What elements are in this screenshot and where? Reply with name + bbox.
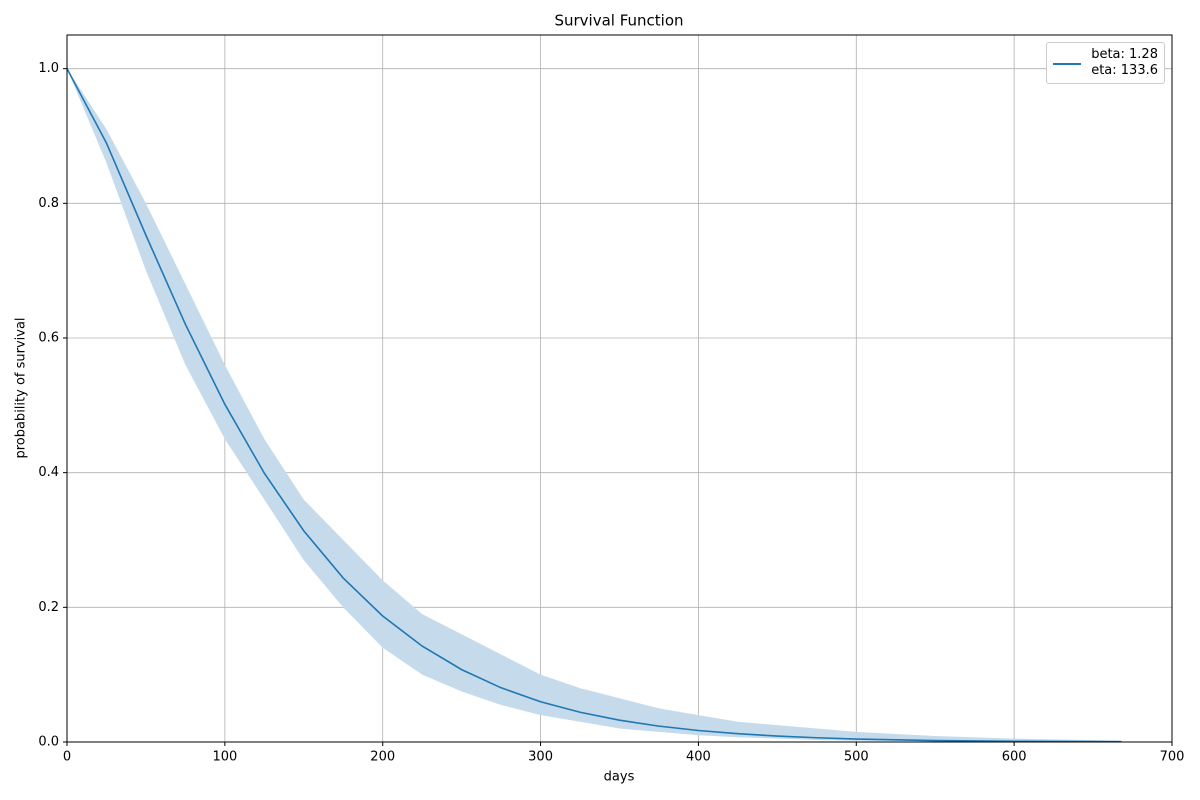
y-tick-label: 0.6 [38,331,59,346]
y-tick-label: 0.2 [38,600,59,615]
x-tick-label: 0 [63,750,71,765]
legend: beta: 1.28 eta: 133.6 [1046,42,1165,84]
legend-swatch [1053,63,1082,65]
confidence-band [67,68,1122,742]
y-axis-label: probability of survival [14,317,29,458]
y-tick-label: 0.0 [38,735,59,750]
legend-label: beta: 1.28 eta: 133.6 [1091,47,1158,78]
chart-title: Survival Function [554,12,683,30]
y-tick-label: 0.8 [38,196,59,211]
x-tick-label: 500 [844,750,869,765]
x-tick-label: 600 [1002,750,1027,765]
plot-frame [66,34,1173,743]
x-tick-label: 100 [212,750,237,765]
x-axis-label: days [604,770,635,785]
y-tick-label: 1.0 [38,61,59,76]
x-tick-label: 300 [528,750,553,765]
x-tick-label: 200 [370,750,395,765]
x-tick-label: 400 [686,750,711,765]
x-tick-label: 700 [1160,750,1185,765]
survival-line [66,68,1122,743]
y-tick-label: 0.4 [38,465,59,480]
